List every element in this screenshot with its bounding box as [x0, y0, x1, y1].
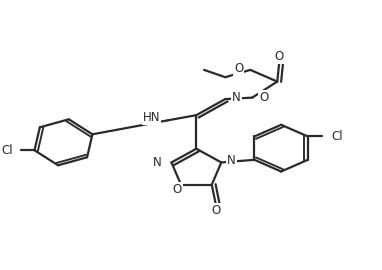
Text: O: O	[234, 62, 243, 75]
Text: Cl: Cl	[331, 130, 343, 143]
Text: O: O	[275, 50, 284, 63]
Text: O: O	[211, 204, 220, 217]
Text: N: N	[153, 156, 162, 169]
Text: Cl: Cl	[1, 144, 13, 157]
Text: N: N	[227, 154, 236, 167]
Text: N: N	[232, 91, 241, 104]
Text: HN: HN	[143, 111, 160, 124]
Text: O: O	[173, 183, 182, 195]
Text: O: O	[259, 91, 269, 104]
